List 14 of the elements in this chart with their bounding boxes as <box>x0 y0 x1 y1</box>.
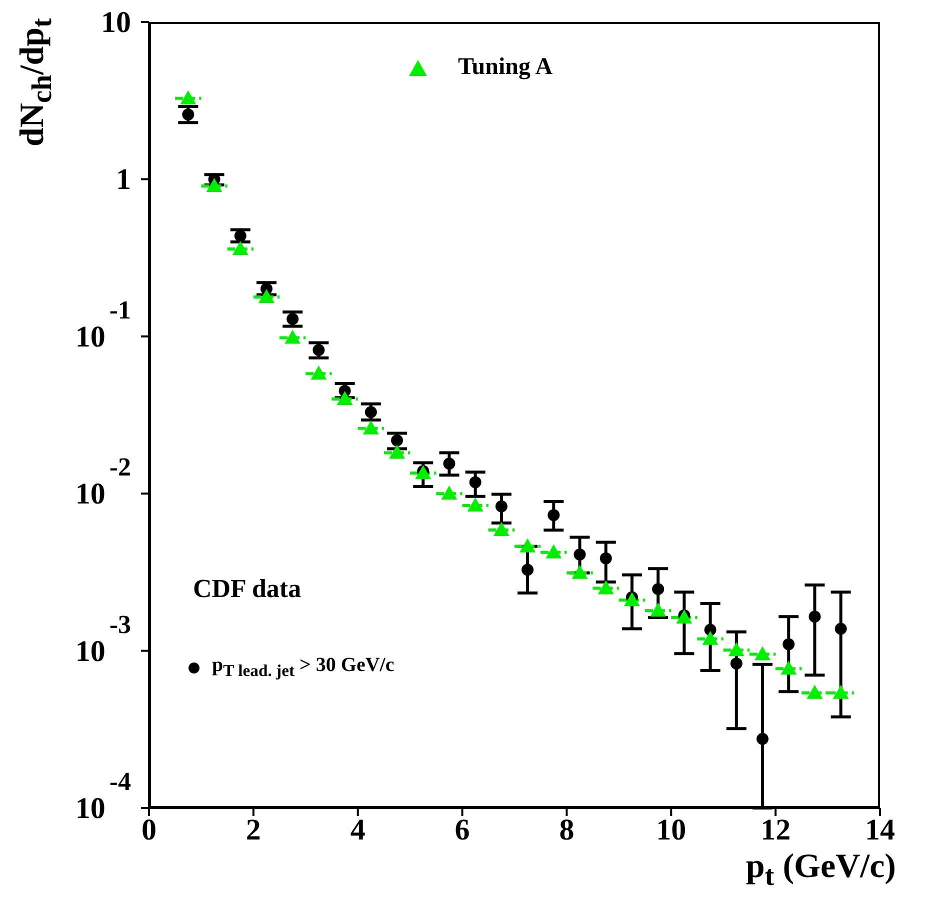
y-tick-label: 1 <box>116 163 131 196</box>
legend-label: p$_{T lead. jet}$ > 30 GeV/c <box>212 654 394 681</box>
x-tick-label: 10 <box>656 813 686 846</box>
x-tick-label: 12 <box>760 813 791 846</box>
x-tick-label: 0 <box>142 813 156 846</box>
x-tick-label: 8 <box>559 813 574 846</box>
legend-label: Tuning A <box>458 54 553 81</box>
x-tick-label: 2 <box>246 813 261 846</box>
x-tick-label: 14 <box>865 813 895 846</box>
x-tick-label: 6 <box>454 813 470 846</box>
x-axis-title: p$_{t}$ (GeV/c) <box>746 848 896 893</box>
x-tick-label: 4 <box>350 813 366 846</box>
annotation: CDF data <box>193 574 302 604</box>
y-tick-label: 10 <box>101 6 131 39</box>
